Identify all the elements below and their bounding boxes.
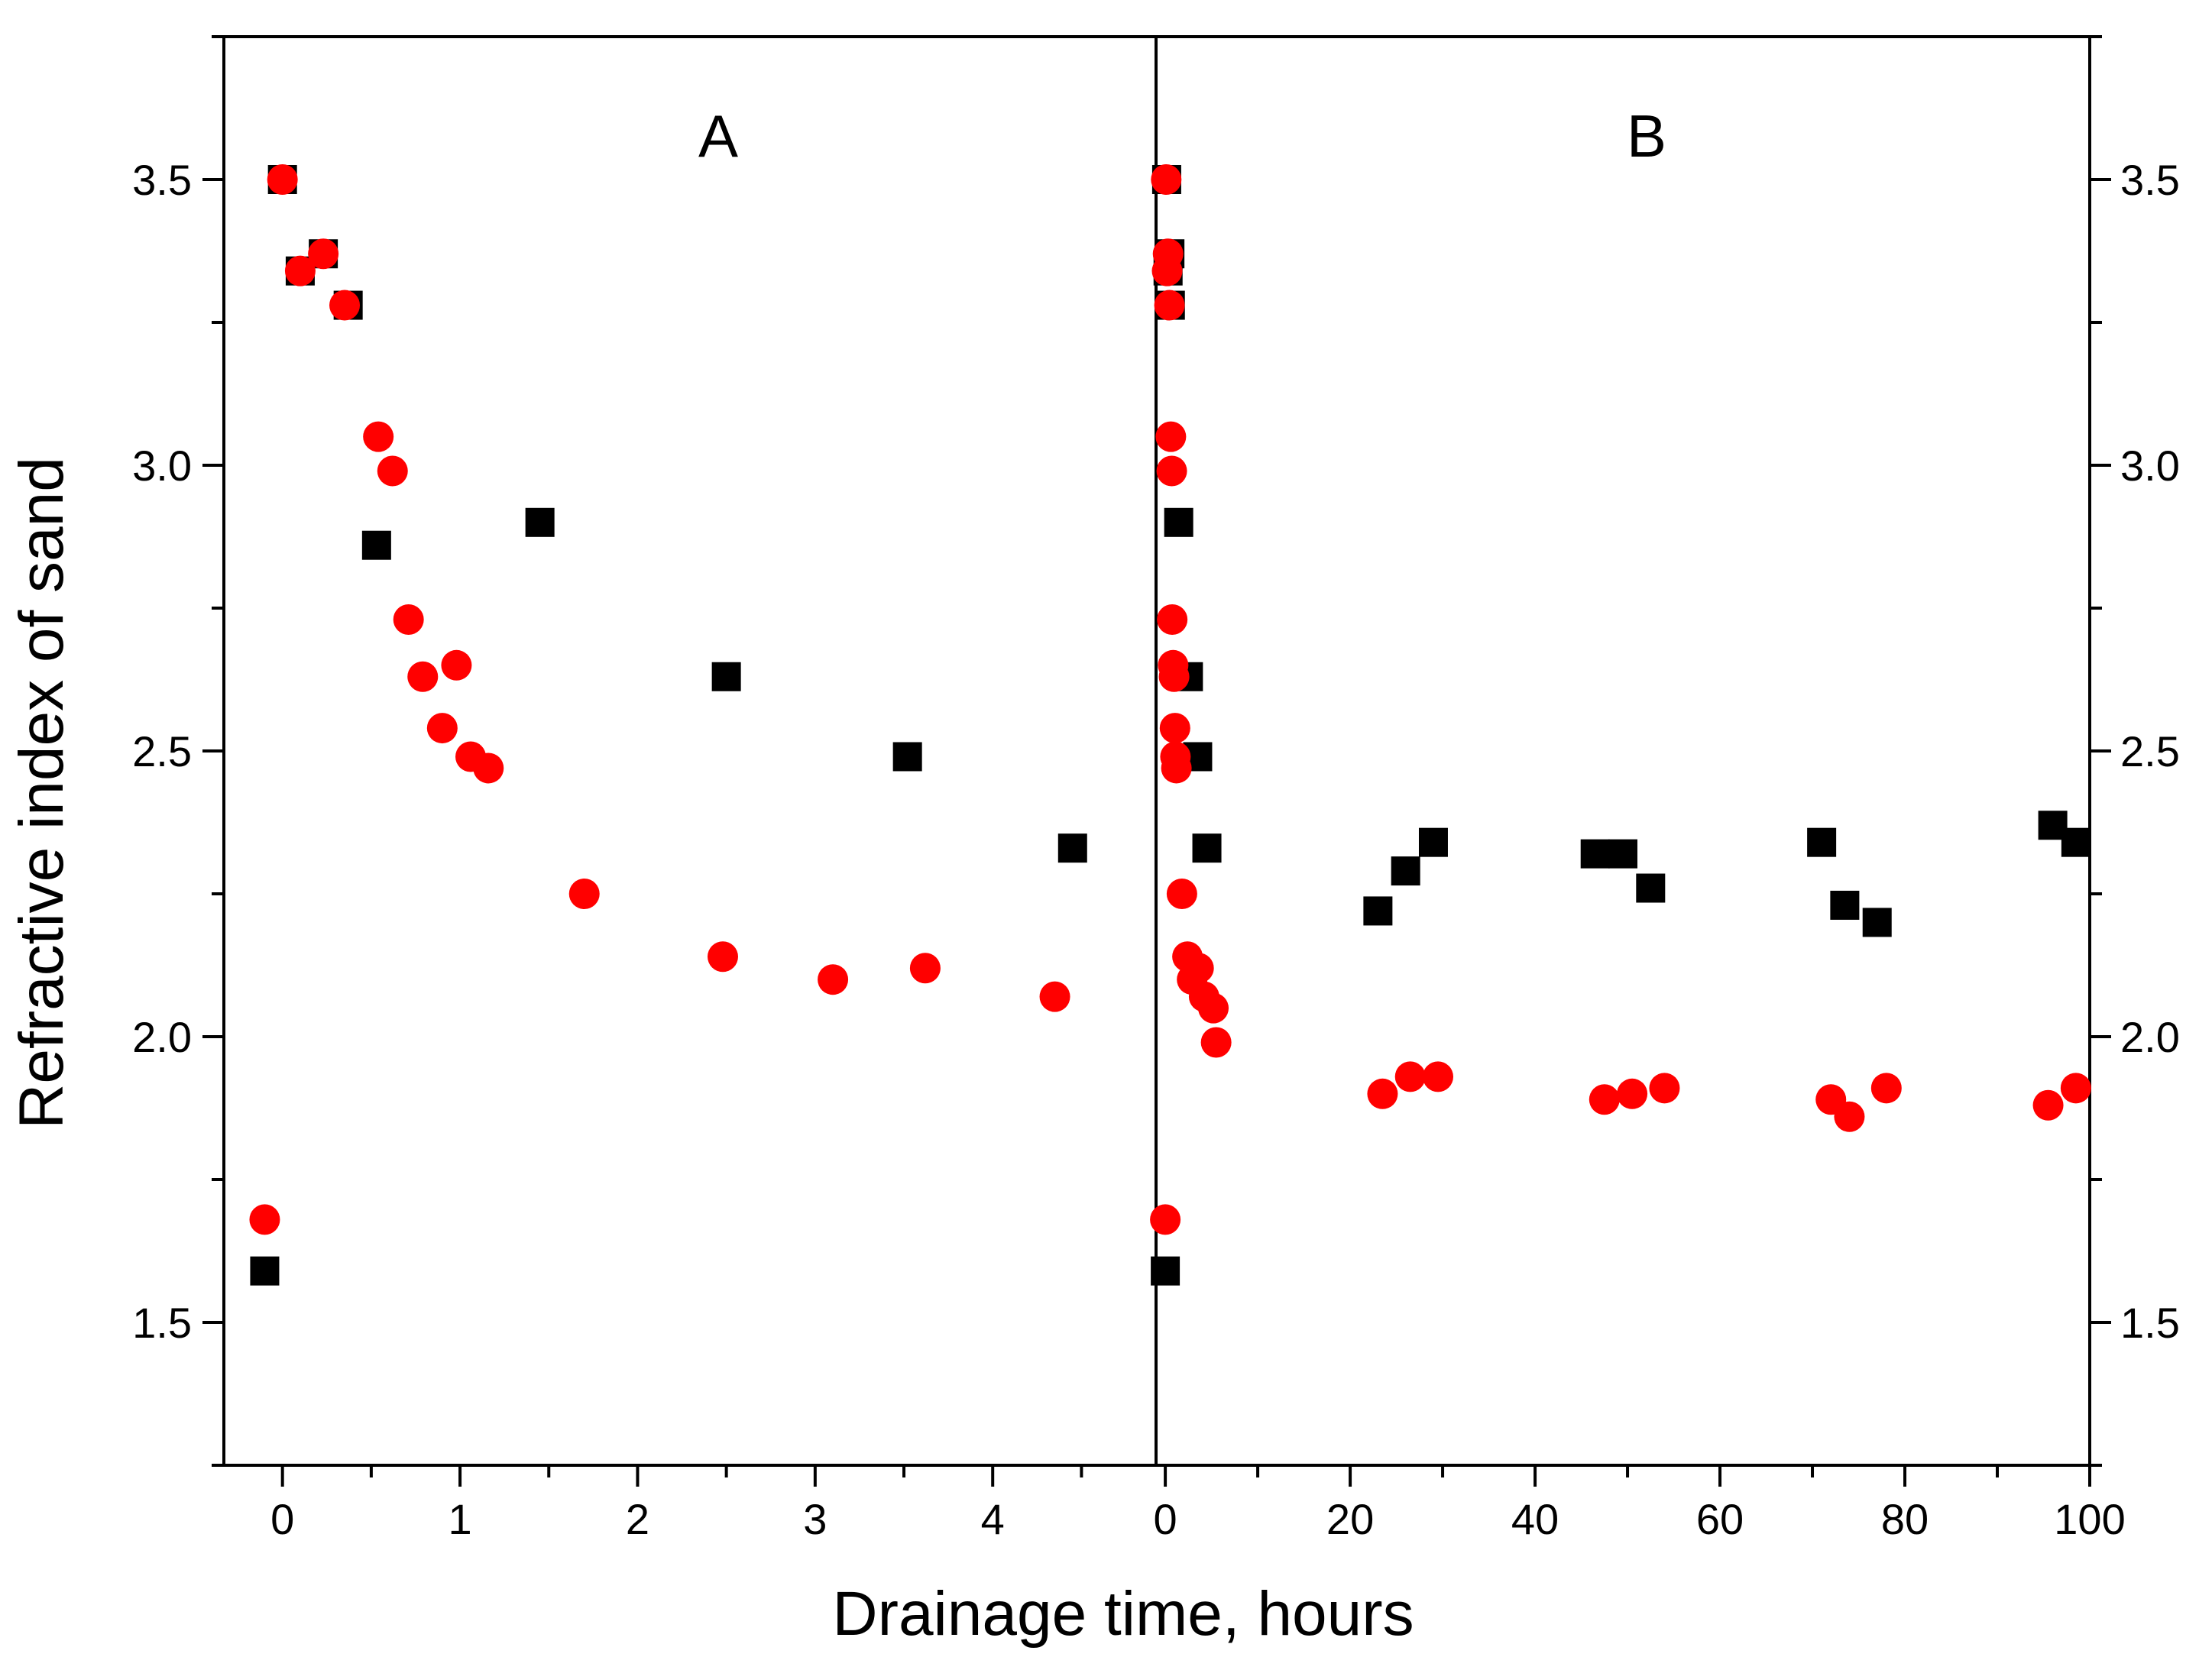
data-point-circle [1166,879,1197,909]
data-point-square [1636,873,1666,903]
y-tick-label-right: 1.5 [2120,1299,2180,1347]
panel-a-series1 [250,165,1087,1286]
data-point-square [1830,890,1860,920]
panel-a-x-tick-label: 3 [803,1495,827,1543]
data-point-circle [329,290,361,321]
data-point-circle [1617,1078,1648,1109]
data-point-circle [1423,1061,1454,1092]
data-point-circle [1649,1073,1680,1104]
y-axis-right: 1.5 2.0 2.5 3.0 3.5 [2090,35,2180,1467]
y-tick-label-right: 3.5 [2120,156,2180,204]
y-axis-left: 1.5 2.0 2.5 3.0 3.5 [132,35,224,1467]
data-point-circle [1198,992,1229,1024]
data-point-circle [473,752,504,784]
y-tick-label-right: 2.5 [2120,727,2180,775]
panel-b-x-tick-label: 0 [1154,1495,1177,1543]
data-point-circle [1039,981,1070,1012]
data-point-square [1164,507,1193,537]
panel-b-frame [1155,35,2091,1467]
data-point-square [250,1256,280,1286]
panel-a-x-tick-label: 0 [270,1495,294,1543]
panel-b-x-tick-label: 100 [2054,1495,2125,1543]
data-point-circle [1394,1061,1426,1092]
panel-b-label: B [1627,102,1666,170]
data-point-square [1363,896,1393,926]
data-point-square [1151,1256,1180,1286]
data-point-square [1862,908,1892,937]
data-point-circle [1367,1078,1398,1109]
data-point-circle [1870,1073,1902,1104]
panel-a-frame [222,35,1158,1467]
data-point-square [2061,827,2091,857]
data-point-circle [393,604,424,635]
panel-a-x-tick-label: 1 [448,1495,471,1543]
y-tick-label-left: 3.5 [132,156,192,204]
data-point-square [892,742,922,772]
y-tick-label-left: 2.5 [132,727,192,775]
panel-b-series2 [1150,164,2091,1235]
data-point-circle [267,164,298,195]
data-point-circle [1183,953,1214,984]
data-point-circle [1157,604,1188,635]
data-point-circle [1834,1101,1865,1132]
y-tick-label-right: 2.0 [2120,1013,2180,1061]
data-point-circle [407,661,439,692]
y-tick-label-right: 3.0 [2120,442,2180,490]
data-point-circle [363,421,394,452]
data-point-circle [441,649,472,681]
data-point-square [1418,827,1448,857]
panel-b-x-tick-label: 80 [1881,1495,1929,1543]
panel-a: 0 1 2 3 4 A [222,35,1158,1543]
panel-a-x-tick-label: 2 [626,1495,649,1543]
panel-b-x-tick-label: 20 [1326,1495,1374,1543]
data-point-circle [249,1204,280,1235]
data-point-square [1807,827,1837,857]
data-point-circle [1158,661,1190,692]
data-point-square [525,507,555,537]
x-axis-title: Drainage time, hours [832,1579,1414,1649]
data-point-circle [1161,752,1192,784]
data-point-circle [818,964,849,995]
data-point-square [1391,856,1420,886]
data-point-circle [1151,164,1182,195]
data-point-square [1580,839,1610,869]
data-point-circle [308,238,339,270]
data-point-circle [1156,455,1187,487]
data-point-circle [1152,238,1184,270]
y-axis-title: Refractive index of sand [7,457,76,1129]
panel-a-series2 [249,164,1070,1235]
data-point-circle [284,255,316,286]
data-point-square [1057,833,1087,863]
data-point-circle [1589,1084,1620,1115]
panel-b-x-tick-label: 40 [1511,1495,1559,1543]
data-point-square [1608,839,1637,869]
data-point-circle [377,455,408,487]
panel-b-x-tick-label: 60 [1696,1495,1744,1543]
data-point-circle [2032,1089,2064,1121]
y-tick-label-left: 2.0 [132,1013,192,1061]
data-point-circle [909,953,941,984]
data-point-circle [1154,290,1185,321]
data-point-circle [1159,713,1190,744]
y-tick-label-left: 3.0 [132,442,192,490]
panel-a-x-tick-label: 4 [981,1495,1005,1543]
data-point-square [361,530,391,560]
data-point-circle [1150,1204,1181,1235]
panel-b-series1 [1151,165,2091,1286]
data-point-circle [568,879,600,909]
panel-a-label: A [698,102,738,170]
data-point-circle [1155,421,1187,452]
data-point-circle [707,941,738,973]
data-point-circle [1200,1027,1232,1058]
data-point-circle [2060,1073,2091,1104]
data-point-square [1192,833,1222,863]
data-point-square [711,662,741,691]
data-point-circle [426,713,458,744]
y-tick-label-left: 1.5 [132,1299,192,1347]
panel-b: 0 20 40 60 80 100 B [1150,35,2126,1543]
